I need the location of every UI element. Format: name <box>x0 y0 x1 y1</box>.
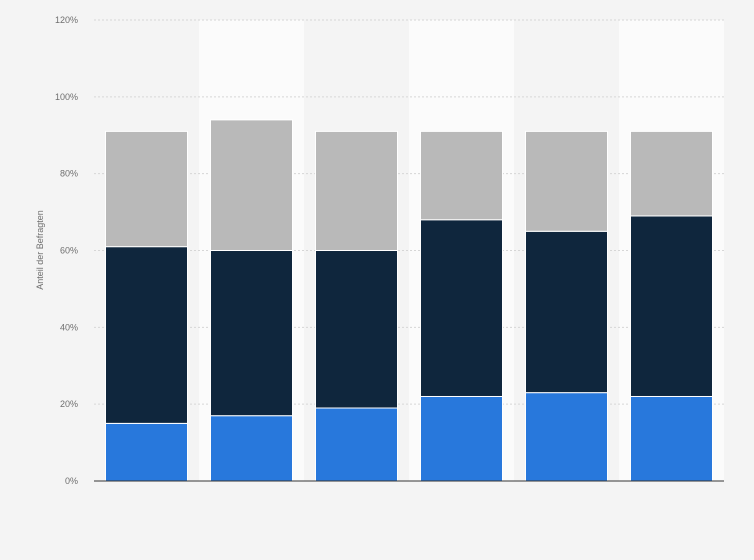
bar-segment-series-1[interactable] <box>630 395 713 482</box>
y-tick-label: 120% <box>55 15 78 25</box>
y-tick-label: 80% <box>60 169 78 179</box>
bar-segment-series-3[interactable] <box>630 130 713 217</box>
bar-segment-series-3[interactable] <box>210 119 293 251</box>
bar-segment-series-3[interactable] <box>105 130 188 248</box>
y-tick-label: 0% <box>65 476 78 486</box>
y-axis-title: Anteil der Befragten <box>35 210 45 290</box>
bar-segment-series-1[interactable] <box>315 407 398 482</box>
bar-segment-series-2[interactable] <box>105 246 188 424</box>
bar-segment-series-3[interactable] <box>315 130 398 252</box>
y-tick-label: 20% <box>60 399 78 409</box>
bar-segment-series-3[interactable] <box>525 130 608 232</box>
y-tick-label: 100% <box>55 92 78 102</box>
bar-segment-series-2[interactable] <box>525 230 608 394</box>
bar-segment-series-1[interactable] <box>525 392 608 482</box>
y-tick-label: 40% <box>60 322 78 332</box>
y-axis-ticks: 0% 20% 40% 60% 80% 100% 120% <box>55 15 78 486</box>
bar-segment-series-1[interactable] <box>105 422 188 482</box>
bars <box>105 119 713 482</box>
bar-segment-series-2[interactable] <box>315 250 398 409</box>
y-tick-label: 60% <box>60 246 78 256</box>
bar-segment-series-2[interactable] <box>630 215 713 397</box>
gridlines <box>94 19 724 405</box>
bar-segment-series-1[interactable] <box>420 395 503 482</box>
bar-segment-series-3[interactable] <box>420 130 503 221</box>
bar-segment-series-2[interactable] <box>210 250 293 417</box>
bar-segment-series-1[interactable] <box>210 415 293 482</box>
bar-segment-series-2[interactable] <box>420 219 503 397</box>
